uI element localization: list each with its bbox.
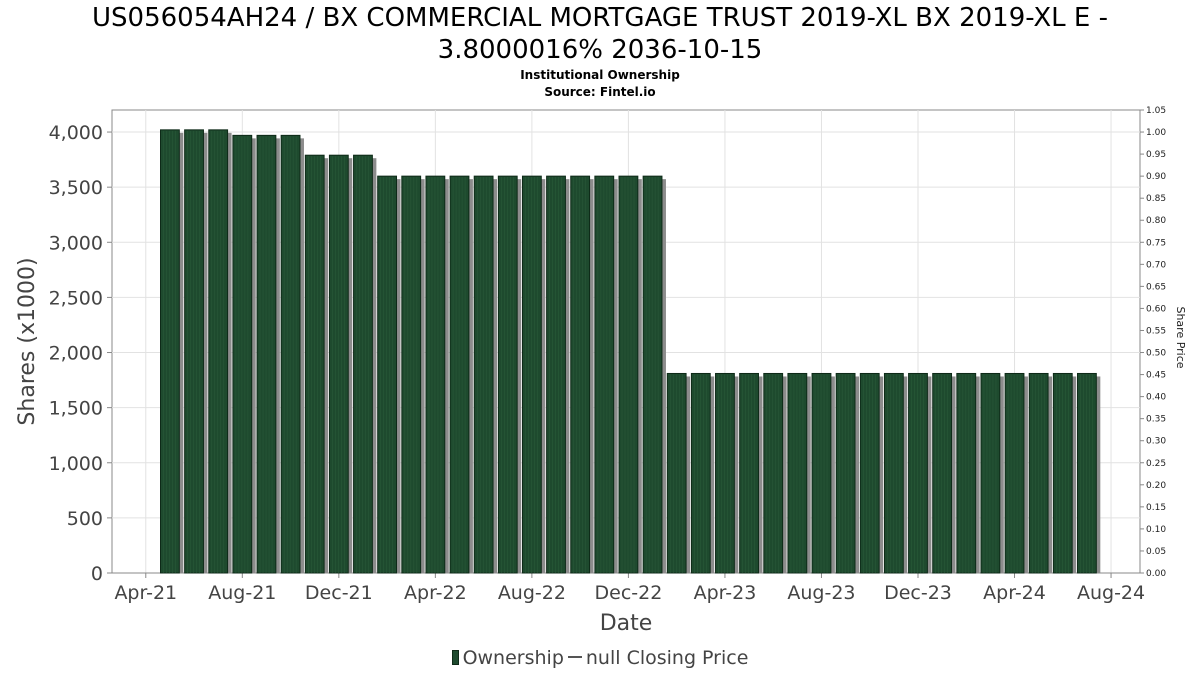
y-tick-label: 2,000: [49, 343, 103, 365]
y2-tick-label: 0.55: [1146, 326, 1166, 336]
price-line-icon: [567, 656, 582, 658]
y2-axis-title: Share Price: [1174, 306, 1187, 368]
bar: [1076, 372, 1097, 574]
bar: [425, 175, 446, 574]
y2-tick-label: 0.70: [1146, 260, 1166, 270]
bar: [256, 134, 277, 574]
bar: [449, 175, 470, 574]
bar: [401, 175, 422, 574]
x-tick-label: Apr-23: [694, 582, 757, 604]
bar: [594, 175, 615, 574]
bar: [1028, 372, 1049, 574]
bar: [932, 372, 953, 574]
chart-subtitle: Institutional Ownership: [520, 68, 680, 82]
y2-tick-label: 0.65: [1146, 282, 1166, 292]
y2-tick-label: 0.10: [1146, 525, 1166, 535]
bar: [184, 129, 204, 574]
y2-tick-label: 1.00: [1146, 128, 1166, 138]
bar: [473, 175, 494, 574]
bar: [787, 372, 808, 574]
bar: [956, 372, 977, 574]
bar: [160, 129, 180, 574]
x-tick-label: Aug-23: [787, 582, 855, 604]
y2-tick-label: 0.45: [1146, 371, 1166, 381]
chart-title-line-1: US056054AH24 / BX COMMERCIAL MORTGAGE TR…: [92, 3, 1108, 33]
y-axis-title: Shares (x1000): [15, 257, 40, 425]
x-tick-label: Apr-24: [983, 582, 1046, 604]
x-tick-label: Dec-21: [305, 582, 373, 604]
y-tick-label: 500: [67, 508, 103, 530]
y2-tick-label: 0.35: [1146, 415, 1166, 425]
y2-tick-label: 0.95: [1146, 150, 1166, 160]
bar: [521, 175, 542, 574]
bar: [232, 134, 253, 574]
bar: [883, 372, 904, 574]
y-tick-label: 3,500: [49, 177, 103, 199]
y2-tick-label: 0.75: [1146, 238, 1166, 248]
legend-price-label: null Closing Price: [585, 647, 749, 669]
x-tick-label: Apr-22: [404, 582, 467, 604]
x-tick-label: Aug-21: [208, 582, 276, 604]
y2-tick-label: 0.15: [1146, 503, 1166, 513]
bar: [763, 372, 784, 574]
y-tick-label: 3,000: [49, 232, 103, 254]
bar: [715, 372, 735, 574]
y-tick-label: 2,500: [49, 287, 103, 309]
bar: [859, 372, 880, 574]
y-tick-label: 1,000: [49, 453, 103, 475]
y2-tick-label: 0.40: [1146, 393, 1166, 403]
bar: [835, 372, 856, 574]
y2-tick-label: 0.90: [1146, 172, 1166, 182]
y2-tick-label: 0.85: [1146, 194, 1166, 204]
y-tick-label: 1,500: [49, 398, 103, 420]
y2-tick-label: 0.50: [1146, 349, 1166, 359]
x-tick-label: Aug-24: [1077, 582, 1145, 604]
bar: [642, 175, 663, 574]
y2-tick-label: 0.25: [1146, 459, 1166, 469]
ownership-swatch-icon: [451, 650, 459, 665]
chart-title: US056054AH24 / BX COMMERCIAL MORTGAGE TR…: [0, 2, 1200, 66]
bar: [1052, 372, 1073, 574]
bar: [908, 372, 928, 574]
x-tick-label: Dec-23: [884, 582, 952, 604]
x-tick-label: Dec-22: [595, 582, 663, 604]
bar: [811, 372, 832, 574]
y2-tick-label: 0.05: [1146, 547, 1166, 557]
bar: [328, 154, 349, 574]
chart-source: Source: Fintel.io: [544, 85, 656, 99]
bar: [353, 154, 373, 574]
y2-tick-label: 0.00: [1146, 569, 1166, 579]
x-axis-title: Date: [600, 611, 653, 636]
bar: [377, 175, 398, 574]
ownership-chart: 0 500 1,000 1,500 2,000 2,500 3,000 3,500 4,000 0…: [15, 106, 1187, 636]
bar: [690, 372, 711, 574]
x-tick-label: Apr-21: [114, 582, 177, 604]
bar: [666, 372, 687, 574]
legend-ownership-label: Ownership: [462, 647, 564, 669]
bar: [546, 175, 566, 574]
bar: [1004, 372, 1025, 574]
y-tick-label: 4,000: [49, 122, 103, 144]
chart-title-line-2: 3.8000016% 2036-10-15: [437, 35, 763, 65]
y-tick-label: 0: [91, 563, 103, 585]
bar: [497, 175, 518, 574]
y2-tick-label: 0.60: [1146, 304, 1166, 314]
bar: [739, 372, 759, 574]
y2-tick-label: 1.05: [1146, 106, 1166, 116]
bar: [570, 175, 591, 574]
x-tick-label: Aug-22: [498, 582, 566, 604]
y2-tick-label: 0.80: [1146, 216, 1166, 226]
chart-legend: Ownership null Closing Price: [0, 647, 1200, 669]
bar: [980, 372, 1001, 574]
bar: [208, 129, 229, 574]
bar: [280, 134, 301, 574]
bar: [304, 154, 325, 574]
y2-tick-label: 0.20: [1146, 481, 1166, 491]
y2-tick-label: 0.30: [1146, 437, 1166, 447]
bar: [618, 175, 639, 574]
